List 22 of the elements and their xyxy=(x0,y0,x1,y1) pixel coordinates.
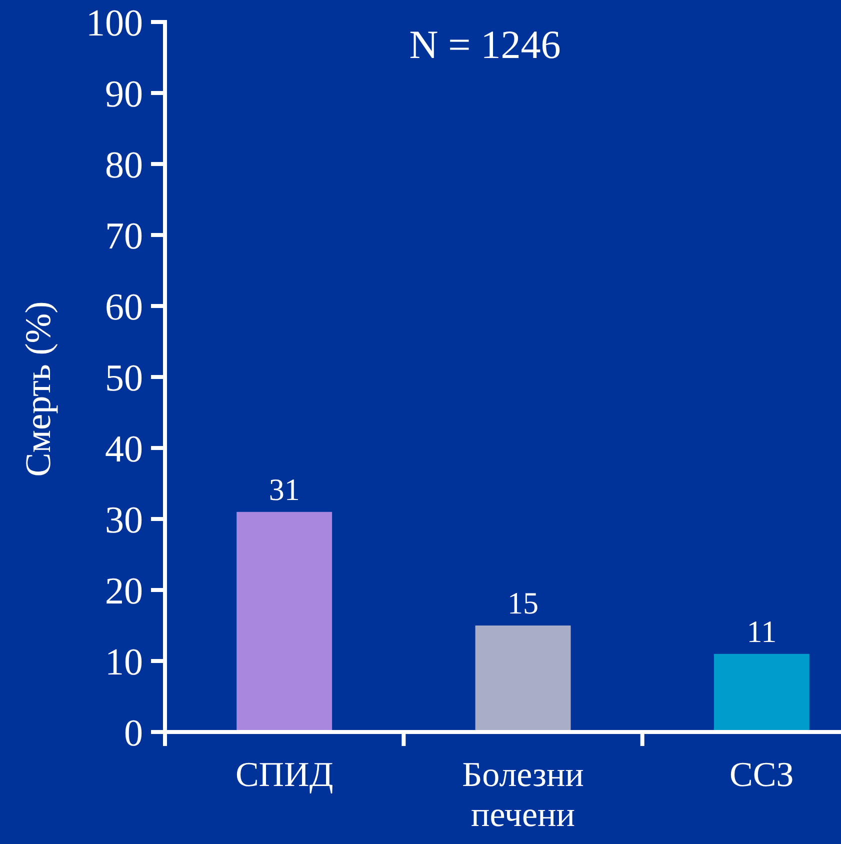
y-tick-label: 20 xyxy=(105,570,143,612)
x-tick-label: ССЗ xyxy=(730,755,794,794)
bar xyxy=(714,654,810,732)
y-tick-label: 60 xyxy=(105,286,143,328)
y-tick-label: 0 xyxy=(124,712,143,754)
chart-title: N = 1246 xyxy=(409,22,561,67)
x-tick-label: СПИД xyxy=(235,755,334,794)
y-tick-label: 50 xyxy=(105,357,143,400)
y-tick-label: 80 xyxy=(105,144,143,186)
y-tick-label: 100 xyxy=(86,2,143,44)
y-tick-label: 40 xyxy=(105,428,143,470)
y-tick-label: 70 xyxy=(105,215,143,258)
data-label: 15 xyxy=(508,586,538,620)
data-label: 11 xyxy=(746,614,777,649)
bar xyxy=(236,512,332,732)
data-label: 31 xyxy=(268,472,300,507)
y-axis-title: Смерть (%) xyxy=(18,301,58,477)
y-tick-label: 90 xyxy=(105,73,143,116)
bar xyxy=(475,626,571,732)
y-tick-label: 30 xyxy=(105,499,143,542)
x-tick-label: Болезни печени xyxy=(462,755,584,834)
y-tick-label: 10 xyxy=(105,641,143,684)
